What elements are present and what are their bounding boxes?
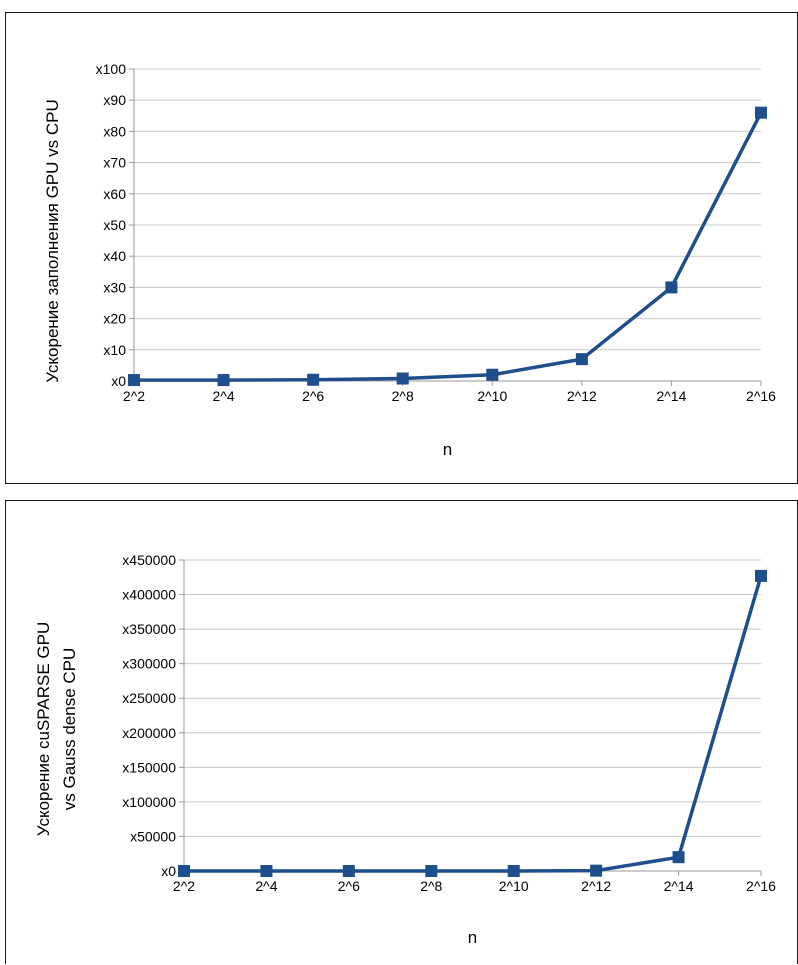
y-tick-label: x100000 (122, 794, 176, 810)
y-tick-label: x0 (161, 863, 176, 879)
data-point-marker (507, 865, 520, 877)
x-tick-label: 2^2 (173, 878, 195, 894)
data-point-marker (575, 353, 588, 366)
x-tick-label: 2^14 (664, 878, 694, 894)
y-tick-label: x0 (111, 373, 126, 389)
data-point-marker (260, 865, 273, 877)
data-point-marker (307, 373, 320, 386)
data-point-marker (425, 865, 438, 877)
x-tick-label: 2^2 (123, 388, 145, 404)
x-tick-label: 2^10 (477, 388, 507, 404)
x-tick-label: 2^12 (567, 388, 597, 404)
data-point-marker (342, 865, 355, 877)
data-point-marker (672, 851, 685, 864)
line-chart-cusparse-speedup: x0 x50000 x100000 x150000 x200000 x250000 x300… (34, 552, 776, 947)
x-tick-label: 2^8 (420, 878, 442, 894)
x-tick-label: 2^10 (499, 878, 529, 894)
y-tick-label: x100 (96, 61, 127, 77)
data-point-marker (486, 368, 499, 381)
x-axis-title: n (443, 440, 452, 459)
y-tick-label: x250000 (122, 690, 176, 706)
y-tick-label: x10 (103, 342, 126, 358)
y-tick-label: x200000 (122, 725, 176, 741)
line-chart-fill-speedup: x0 x10 x20 x30 x40 x50 x60 x70 x80 x90 x100 2^2 2^4 2… (43, 61, 776, 459)
x-tick-label: 2^14 (656, 388, 686, 404)
y-tick-label: x450000 (122, 552, 176, 568)
x-tick-label: 2^12 (581, 878, 611, 894)
x-tick-label: 2^6 (338, 878, 360, 894)
y-tick-label: x80 (103, 123, 126, 139)
x-tick-label: 2^6 (302, 388, 324, 404)
data-point-marker (755, 106, 767, 119)
x-tick-label: 2^4 (255, 878, 277, 894)
chart-panel-cusparse-speedup: x0 x50000 x100000 x150000 x200000 x250000 x300… (5, 500, 798, 964)
y-axis-title: Ускорение cuSPARSE GPU (34, 622, 53, 836)
x-tick-label: 2^16 (746, 878, 776, 894)
y-tick-label: x50000 (130, 828, 176, 844)
data-point-marker (396, 372, 409, 385)
data-point-marker (128, 374, 140, 387)
y-tick-label: x50 (103, 217, 126, 233)
data-point-marker (217, 374, 230, 387)
y-tick-label: x30 (103, 279, 126, 295)
y-tick-label: x40 (103, 248, 126, 264)
y-axis-title: Ускорение заполнения GPU vs CPU (43, 99, 62, 383)
y-tick-label: x90 (103, 92, 126, 108)
data-point-marker (755, 569, 767, 582)
series-line (184, 575, 763, 873)
data-point-marker (590, 864, 603, 877)
x-tick-label: 2^8 (392, 388, 414, 404)
y-tick-label: x20 (103, 311, 126, 327)
chart-panel-fill-speedup: x0 x10 x20 x30 x40 x50 x60 x70 x80 x90 x100 2^2 2^4 2… (5, 12, 798, 484)
y-tick-label: x70 (103, 155, 126, 171)
data-point-marker (665, 281, 678, 294)
y-axis-title: vs Gauss dense CPU (60, 648, 79, 811)
y-tick-label: x60 (103, 186, 126, 202)
data-point-marker (178, 865, 190, 877)
series-line (134, 111, 763, 382)
y-tick-label: x400000 (122, 587, 176, 603)
y-tick-label: x300000 (122, 656, 176, 672)
x-axis-title: n (468, 928, 477, 947)
x-tick-label: 2^16 (746, 388, 776, 404)
y-tick-label: x150000 (122, 759, 176, 775)
y-tick-label: x350000 (122, 621, 176, 637)
x-tick-label: 2^4 (212, 388, 234, 404)
